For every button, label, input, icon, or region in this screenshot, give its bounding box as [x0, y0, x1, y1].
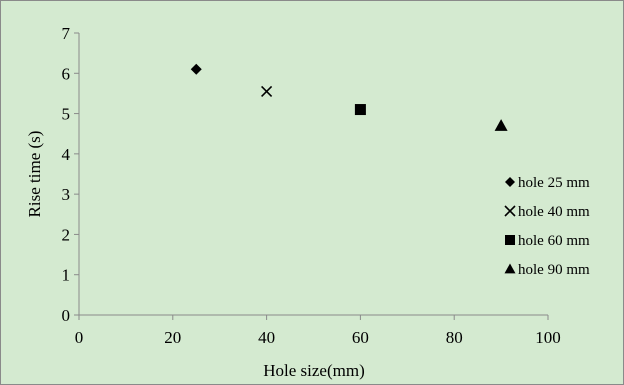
legend-marker — [505, 235, 515, 245]
data-point — [261, 85, 273, 97]
y-tick-label: 2 — [62, 225, 71, 244]
data-point — [354, 104, 366, 116]
x-tick-label: 80 — [446, 328, 463, 347]
x-tick-label: 40 — [258, 328, 275, 347]
y-tick-label: 0 — [62, 306, 71, 325]
y-tick-label: 4 — [62, 145, 71, 164]
legend-item: hole 60 mm — [505, 233, 590, 249]
data-points — [190, 63, 508, 131]
y-tick-label: 5 — [62, 105, 71, 124]
y-axis-title: Rise time (s) — [25, 131, 44, 218]
tick-labels: 0 1 2 3 4 5 6 7 0 20 40 60 80 100 — [62, 24, 561, 347]
data-point — [494, 119, 508, 131]
legend-item: hole 25 mm — [505, 175, 590, 191]
legend-marker — [505, 177, 515, 187]
y-tick-label: 6 — [62, 64, 71, 83]
legend-item: hole 40 mm — [504, 204, 590, 220]
legend-label: hole 90 mm — [518, 262, 590, 278]
x-tick-label: 0 — [75, 328, 84, 347]
y-tick-label: 3 — [62, 185, 71, 204]
y-tick-label: 1 — [62, 266, 71, 285]
x-axis-title: Hole size(mm) — [263, 361, 365, 380]
legend-label: hole 40 mm — [518, 204, 590, 220]
y-tick-label: 7 — [62, 24, 71, 43]
axes — [74, 32, 549, 320]
legend: hole 25 mm hole 40 mm hole 60 mm hole 90 mm — [504, 175, 590, 278]
x-tick-label: 100 — [535, 328, 561, 347]
x-tick-label: 20 — [164, 328, 181, 347]
legend-label: hole 60 mm — [518, 233, 590, 249]
legend-label: hole 25 mm — [518, 175, 590, 191]
x-tick-label: 60 — [352, 328, 369, 347]
data-point — [190, 63, 202, 75]
legend-marker — [504, 263, 516, 274]
legend-marker — [504, 205, 516, 217]
legend-item: hole 90 mm — [504, 262, 590, 278]
